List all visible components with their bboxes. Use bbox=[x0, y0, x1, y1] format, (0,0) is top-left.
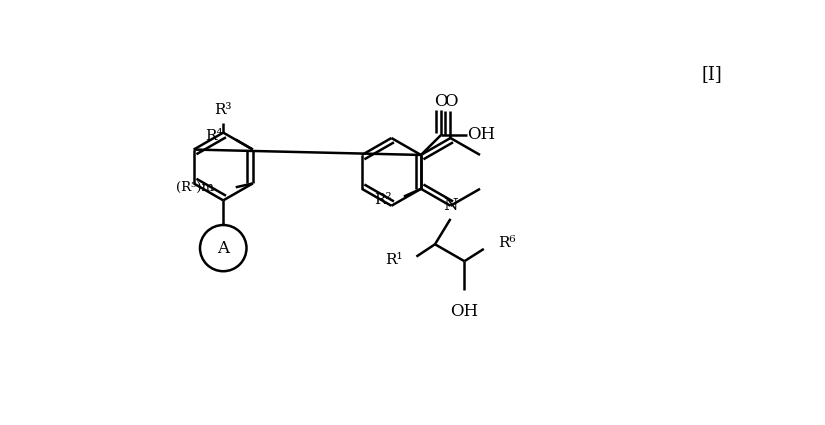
Text: (R⁵)m: (R⁵)m bbox=[176, 181, 214, 194]
Text: R⁴: R⁴ bbox=[205, 130, 223, 144]
Text: R¹: R¹ bbox=[385, 253, 403, 266]
Text: OH: OH bbox=[450, 303, 478, 320]
Text: R⁶: R⁶ bbox=[497, 236, 516, 250]
Text: R²: R² bbox=[374, 193, 392, 207]
Text: N: N bbox=[443, 197, 458, 214]
Text: O: O bbox=[434, 93, 448, 110]
Text: R³: R³ bbox=[214, 103, 232, 117]
Text: OH: OH bbox=[467, 126, 496, 143]
Text: O: O bbox=[444, 94, 457, 110]
Text: [I]: [I] bbox=[701, 65, 722, 83]
Text: A: A bbox=[217, 240, 229, 257]
